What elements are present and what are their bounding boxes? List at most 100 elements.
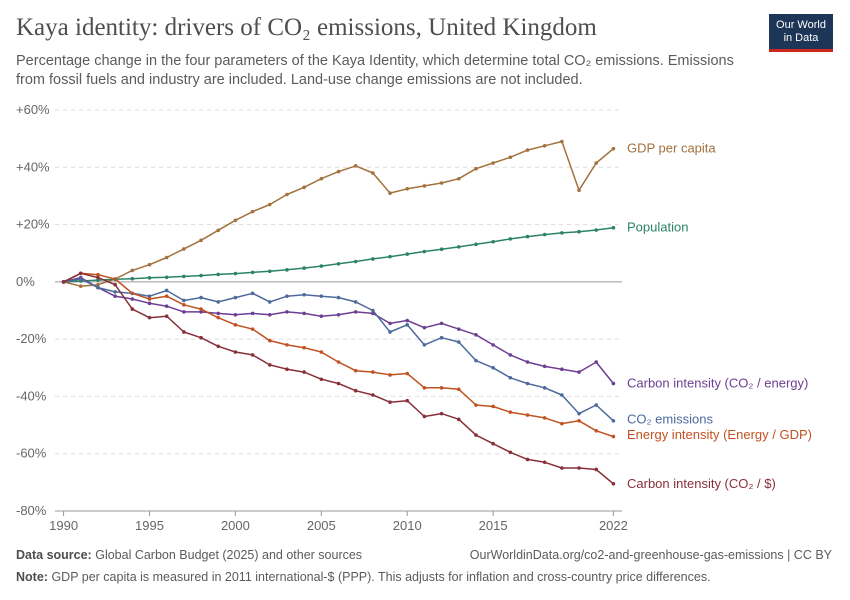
data-point [285, 294, 289, 298]
data-point [336, 360, 341, 364]
data-point [577, 411, 581, 416]
data-point [130, 291, 135, 296]
data-point [319, 264, 324, 268]
data-point [474, 333, 478, 337]
x-tick-label: 2005 [307, 518, 336, 530]
series-line [63, 278, 614, 422]
data-point [113, 282, 117, 287]
data-point [113, 290, 117, 294]
data-point [147, 294, 152, 298]
data-point [474, 433, 478, 437]
data-point [164, 255, 169, 260]
x-tick-label: 1995 [135, 518, 164, 530]
data-point [250, 353, 255, 357]
data-point [422, 249, 427, 254]
data-point [164, 314, 169, 319]
data-point [302, 266, 306, 270]
data-point [147, 315, 152, 320]
logo-line-2: in Data [783, 32, 819, 44]
data-point [594, 467, 599, 472]
data-point [267, 269, 272, 274]
data-point [611, 225, 616, 230]
y-tick-label: -20% [16, 331, 47, 346]
y-tick-label: -80% [16, 503, 47, 518]
data-point [250, 327, 255, 331]
data-point [560, 393, 564, 397]
data-point [388, 254, 392, 259]
data-point [611, 418, 616, 423]
source-url[interactable]: OurWorldinData.org/co2-and-greenhouse-ga… [469, 548, 832, 562]
data-point [508, 450, 513, 455]
data-point [199, 273, 203, 278]
data-point [319, 377, 324, 382]
data-point [594, 161, 599, 165]
source-text[interactable]: Global Carbon Budget (2025) and other so… [95, 548, 363, 562]
data-point [130, 276, 135, 281]
data-point [233, 312, 238, 317]
data-point [525, 413, 530, 417]
data-point [371, 308, 375, 313]
data-point [456, 245, 461, 249]
data-point [302, 311, 306, 316]
x-tick-label: 2022 [599, 518, 628, 530]
data-point [267, 363, 272, 367]
data-point [422, 325, 427, 330]
data-point [216, 228, 221, 233]
data-point [405, 252, 410, 256]
data-point [474, 242, 478, 247]
data-point [353, 259, 358, 264]
data-point [508, 155, 513, 160]
data-point [422, 184, 427, 188]
y-tick-label: +60% [16, 102, 50, 117]
data-point [78, 284, 83, 288]
data-point [388, 400, 392, 404]
data-point [491, 441, 495, 446]
data-point [233, 218, 238, 223]
data-point [164, 275, 169, 280]
data-point [78, 277, 83, 281]
data-point [456, 340, 461, 344]
data-point [78, 271, 83, 276]
data-point [439, 321, 444, 326]
data-point [250, 209, 255, 214]
data-point [285, 268, 289, 272]
data-point [560, 466, 564, 470]
data-point [267, 312, 272, 317]
data-point [319, 294, 324, 298]
data-point [216, 344, 221, 349]
data-point [96, 275, 100, 280]
data-point [371, 370, 375, 374]
data-point [422, 343, 427, 347]
data-point [525, 234, 530, 239]
data-point [439, 411, 444, 416]
data-point [182, 330, 186, 334]
data-point [199, 238, 203, 243]
chart-note: Note: GDP per capita is measured in 2011… [16, 570, 711, 584]
data-point [216, 300, 221, 304]
data-point [525, 148, 530, 152]
data-point [474, 403, 478, 407]
data-point [199, 295, 203, 300]
data-point [388, 321, 392, 326]
data-point [113, 294, 117, 298]
data-point [491, 161, 495, 165]
data-point [491, 404, 495, 409]
data-point [542, 144, 547, 148]
y-tick-label: -60% [16, 446, 47, 461]
line-chart: +60% +40% +20% 0% -20% -40% -60% -80%1990 1995 20… [16, 102, 812, 530]
data-point [353, 300, 358, 304]
owid-logo[interactable]: Our World in Data [769, 14, 833, 52]
data-point [560, 231, 564, 235]
data-point [388, 191, 392, 195]
data-point [285, 192, 289, 197]
data-point [336, 312, 341, 317]
chart-title: Kaya identity: drivers of CO₂ emissions,… [16, 14, 597, 41]
data-point [560, 367, 564, 372]
data-point [199, 335, 203, 340]
data-point [405, 398, 410, 403]
data-point [182, 298, 186, 303]
data-point [199, 310, 203, 314]
series-label: Energy intensity (Energy / GDP) [627, 427, 812, 442]
data-point [611, 146, 616, 151]
data-point [285, 310, 289, 314]
